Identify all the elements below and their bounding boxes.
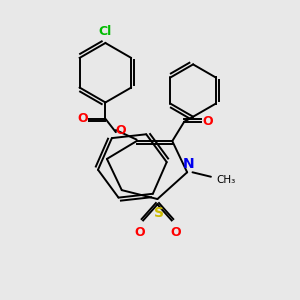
Text: CH₃: CH₃ <box>216 175 235 185</box>
Text: O: O <box>116 124 127 137</box>
Text: O: O <box>170 226 181 239</box>
Text: O: O <box>134 226 145 239</box>
Text: O: O <box>202 115 213 128</box>
Text: N: N <box>183 157 194 171</box>
Text: Cl: Cl <box>99 25 112 38</box>
Text: O: O <box>78 112 88 125</box>
Text: S: S <box>154 206 164 220</box>
